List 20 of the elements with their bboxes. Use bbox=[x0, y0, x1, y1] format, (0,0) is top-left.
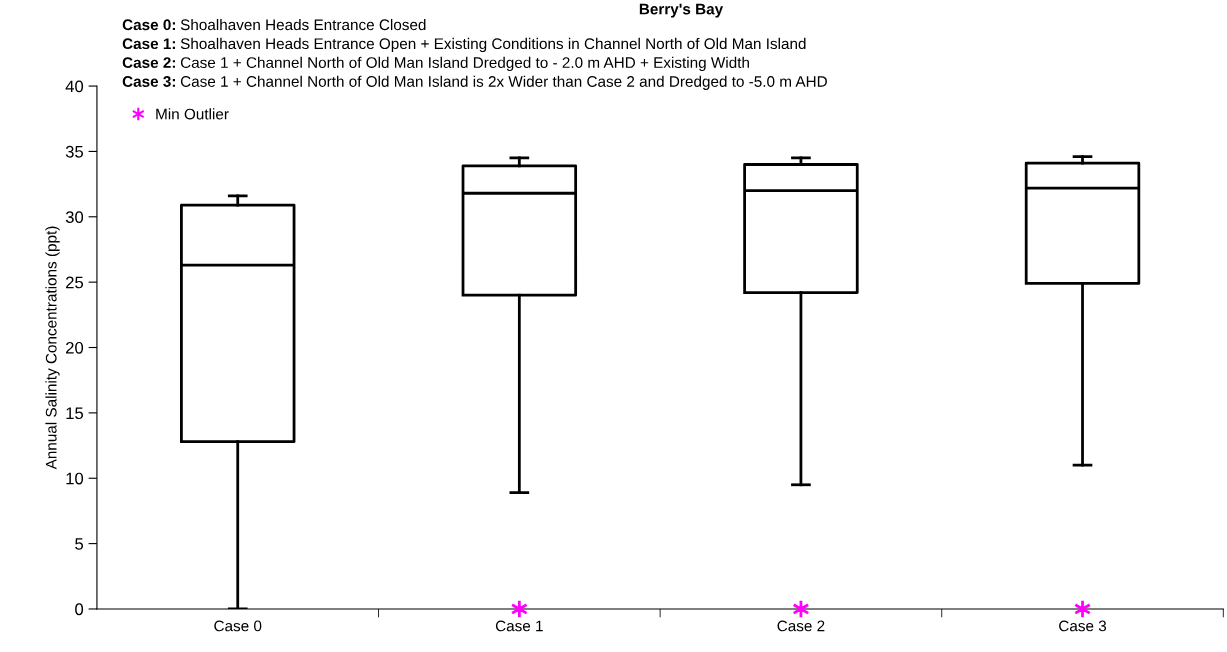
y-tick-label: 25 bbox=[66, 276, 84, 289]
annotation: Case 3: Case 1 + Channel North of Old Man Island is 2x Wider than Case 2 and Dredged to -5.0 m AHD bbox=[122, 75, 827, 90]
legend-label: Min Outlier bbox=[156, 108, 229, 120]
chart-title: Berry's Bay bbox=[639, 3, 724, 18]
text: Case 2: Case 1 + Channel North of Old Man Island Dredged to - 2.0 m AHD + Existing Width bbox=[122, 56, 749, 72]
y-axis-title: Annual Salinity Concentrations (ppt) bbox=[45, 226, 60, 470]
y-tick-label: 20 bbox=[66, 341, 84, 354]
y-tick-label: 40 bbox=[65, 80, 84, 93]
y-tick-label: 10 bbox=[66, 472, 84, 485]
y-tick-label: 35 bbox=[65, 145, 84, 158]
x-tick-label: Case 3 bbox=[1059, 620, 1107, 632]
y-tick-label: 15 bbox=[66, 407, 84, 420]
x-tick-label: Case 0 bbox=[214, 620, 262, 632]
x-tick-label: Case 2 bbox=[777, 620, 825, 632]
y-tick-label: 30 bbox=[65, 211, 84, 223]
y-tick-label: 5 bbox=[75, 538, 84, 550]
y-tick-label: 0 bbox=[75, 603, 84, 616]
text: Case 0: Shoalhaven Heads Entrance Closed bbox=[122, 18, 426, 31]
text: Case 1: Shoalhaven Heads Entrance Open + Existing Conditions in Channel North of Old Man Island bbox=[122, 37, 806, 53]
x-tick-label: Case 1 bbox=[495, 620, 543, 632]
